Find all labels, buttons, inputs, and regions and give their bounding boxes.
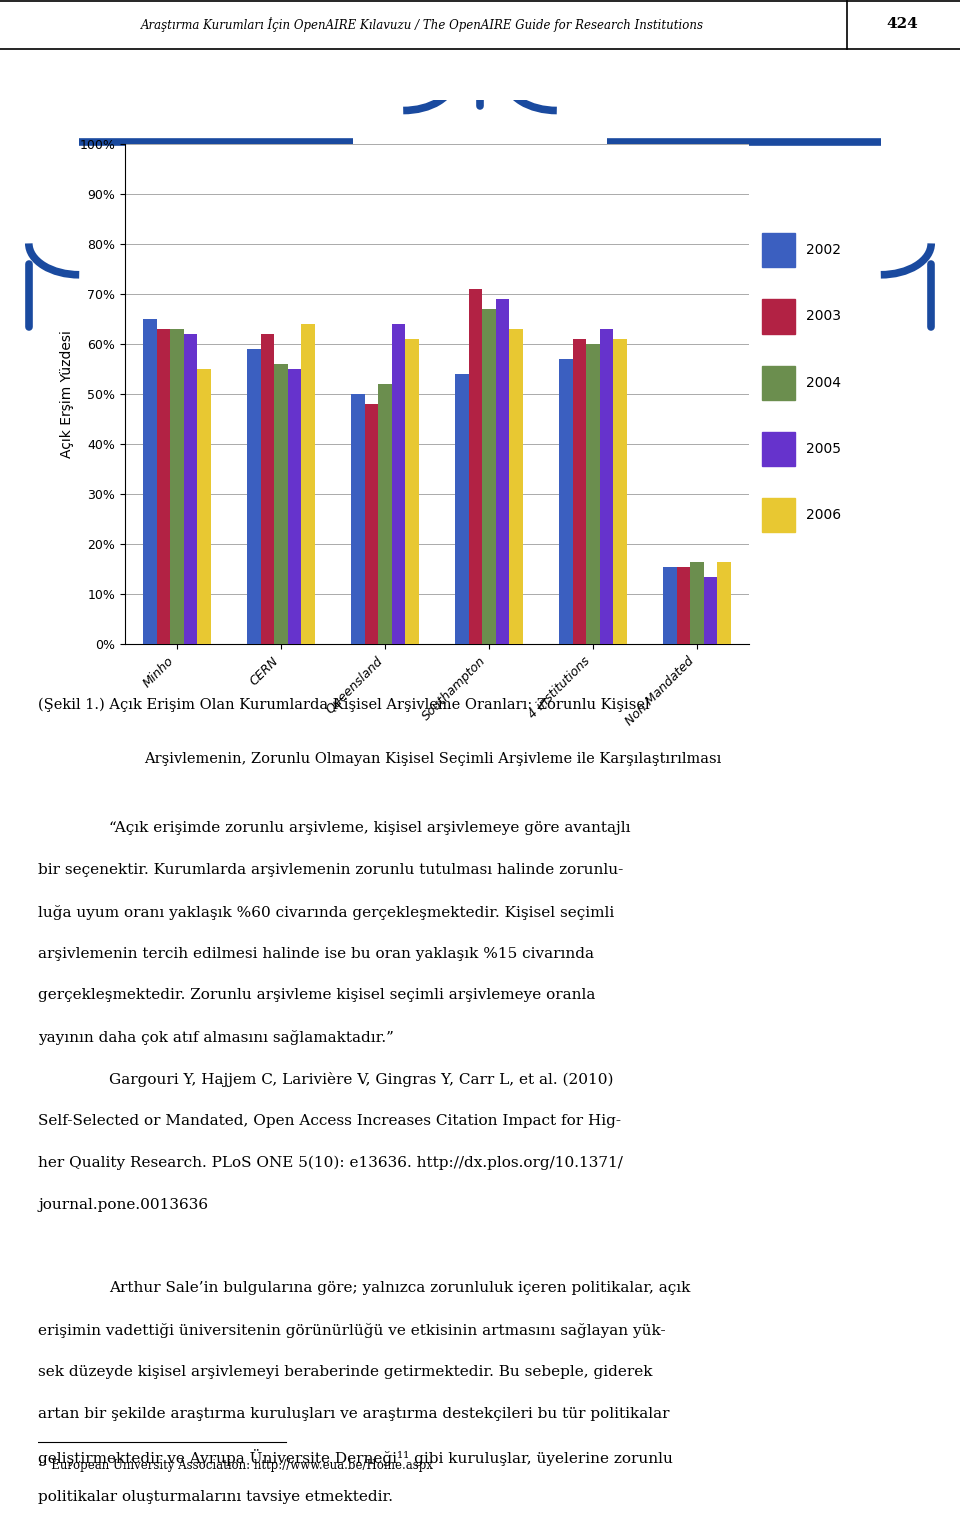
Bar <box>301 324 315 644</box>
Bar <box>247 349 260 644</box>
Text: bir seçenektir. Kurumlarda arşivlemenin zorunlu tutulması halinde zorunlu-: bir seçenektir. Kurumlarda arşivlemenin … <box>38 863 624 876</box>
Text: luğa uyum oranı yaklaşık %60 civarında gerçekleşmektedir. Kişisel seçimli: luğa uyum oranı yaklaşık %60 civarında g… <box>38 905 614 920</box>
Text: Gargouri Y, Hajjem C, Larivière V, Gingras Y, Carr L, et al. (2010): Gargouri Y, Hajjem C, Larivière V, Gingr… <box>109 1072 613 1087</box>
Bar <box>405 340 419 644</box>
Text: artan bir şekilde araştırma kuruluşları ve araştırma destekçileri bu tür politik: artan bir şekilde araştırma kuruluşları … <box>38 1407 670 1420</box>
Text: ¹¹ European University Association: http://www.eua.be/Home.aspx: ¹¹ European University Association: http… <box>38 1458 433 1472</box>
Bar <box>717 562 731 644</box>
Bar <box>762 365 795 400</box>
Text: sek düzeyde kişisel arşivlemeyi beraberinde getirmektedir. Bu sebeple, giderek: sek düzeyde kişisel arşivlemeyi beraberi… <box>38 1364 653 1380</box>
Bar <box>572 340 586 644</box>
Bar <box>559 359 572 644</box>
Text: 2004: 2004 <box>805 376 841 390</box>
Bar <box>762 233 795 267</box>
Text: 2002: 2002 <box>805 243 841 258</box>
Bar <box>260 334 274 644</box>
Bar <box>468 290 482 644</box>
Bar <box>288 370 301 644</box>
Bar <box>378 384 392 644</box>
Text: Araştırma Kurumları İçin OpenAIRE Kılavuzu / The OpenAIRE Guide for Research Ins: Araştırma Kurumları İçin OpenAIRE Kılavu… <box>141 17 704 32</box>
Bar <box>677 567 690 644</box>
Text: politikalar oluşturmalarını tavsiye etmektedir.: politikalar oluşturmalarını tavsiye etme… <box>38 1490 394 1504</box>
Text: 2006: 2006 <box>805 508 841 523</box>
Y-axis label: Açık Erşim Yüzdesi: Açık Erşim Yüzdesi <box>60 330 74 458</box>
Bar <box>613 340 627 644</box>
Text: yayının daha çok atıf almasını sağlamaktadır.”: yayının daha çok atıf almasını sağlamakt… <box>38 1031 395 1046</box>
Text: geliştirmektedir ve Avrupa Üniversite Derneği¹¹ gibi kuruluşlar, üyelerine zorun: geliştirmektedir ve Avrupa Üniversite De… <box>38 1449 673 1466</box>
Bar <box>482 309 495 644</box>
Bar <box>365 405 378 644</box>
Bar <box>197 370 210 644</box>
Bar <box>183 334 197 644</box>
Bar <box>586 344 600 644</box>
Bar <box>663 567 677 644</box>
Text: her Quality Research. PLoS ONE 5(10): e13636. http://dx.plos.org/10.1371/: her Quality Research. PLoS ONE 5(10): e1… <box>38 1155 623 1170</box>
Text: journal.pone.0013636: journal.pone.0013636 <box>38 1198 208 1211</box>
Text: Arthur Sale’in bulgularına göre; yalnızca zorunluluk içeren politikalar, açık: Arthur Sale’in bulgularına göre; yalnızc… <box>109 1281 690 1295</box>
Text: 2005: 2005 <box>805 443 841 456</box>
Text: arşivlemenin tercih edilmesi halinde ise bu oran yaklaşık %15 civarında: arşivlemenin tercih edilmesi halinde ise… <box>38 946 594 961</box>
Bar <box>495 299 509 644</box>
Bar <box>704 576 717 644</box>
Bar <box>762 499 795 532</box>
Bar <box>351 394 365 644</box>
Bar <box>762 432 795 467</box>
Text: 2003: 2003 <box>805 309 841 323</box>
Text: 424: 424 <box>886 17 919 30</box>
Text: erişimin vadettiği üniversitenin görünürlüğü ve etkisinin artmasını sağlayan yük: erişimin vadettiği üniversitenin görünür… <box>38 1323 666 1339</box>
Bar <box>509 329 522 644</box>
Bar <box>143 320 156 644</box>
Bar <box>156 329 170 644</box>
Text: (Şekil 1.) Açık Erişim Olan Kurumlarda Kişisel Arşivleme Oranları: Zorunlu Kişis: (Şekil 1.) Açık Erişim Olan Kurumlarda K… <box>38 697 650 711</box>
Text: Arşivlemenin, Zorunlu Olmayan Kişisel Seçimli Arşivleme ile Karşılaştırılması: Arşivlemenin, Zorunlu Olmayan Kişisel Se… <box>144 752 722 766</box>
Text: Self-Selected or Mandated, Open Access Increases Citation Impact for Hig-: Self-Selected or Mandated, Open Access I… <box>38 1114 621 1128</box>
Text: gerçekleşmektedir. Zorunlu arşivleme kişisel seçimli arşivlemeye oranla: gerçekleşmektedir. Zorunlu arşivleme kiş… <box>38 988 596 1002</box>
Bar <box>600 329 613 644</box>
Bar <box>762 300 795 334</box>
Bar <box>690 562 704 644</box>
Bar <box>392 324 405 644</box>
Text: “Açık erişimde zorunlu arşivleme, kişisel arşivlemeye göre avantajlı: “Açık erişimde zorunlu arşivleme, kişise… <box>109 822 631 835</box>
Bar <box>274 364 288 644</box>
Bar <box>170 329 183 644</box>
Bar <box>455 374 468 644</box>
